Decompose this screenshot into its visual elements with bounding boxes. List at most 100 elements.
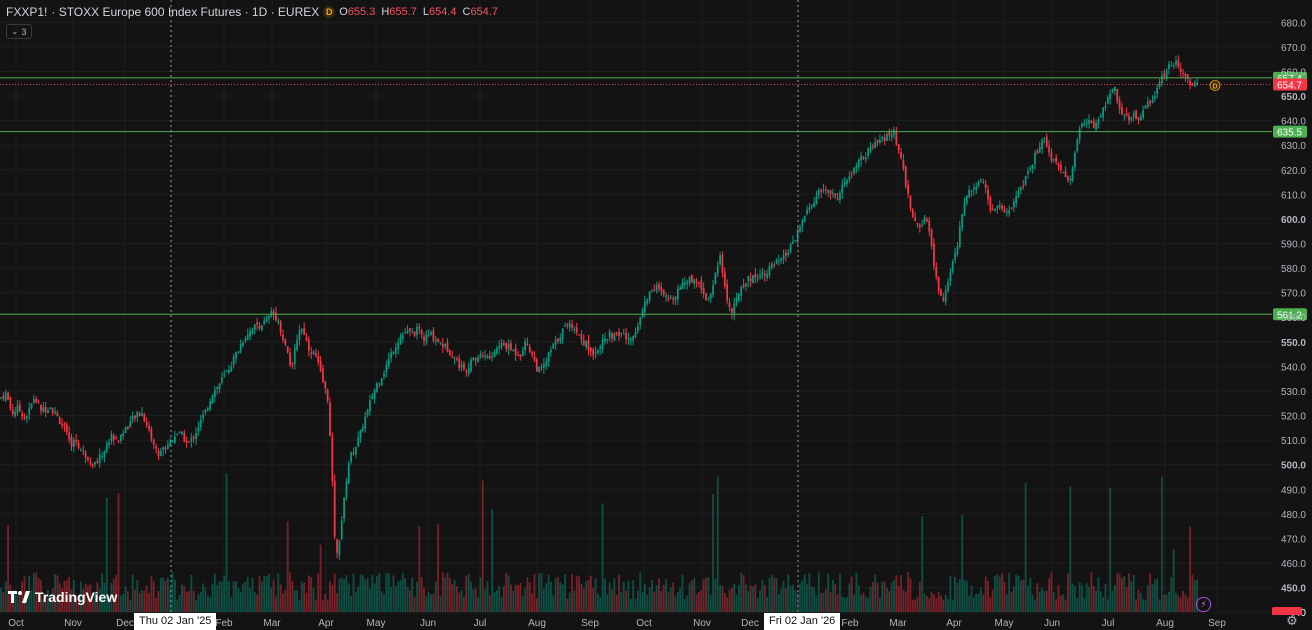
- candle-body: [611, 333, 613, 339]
- volume-bar: [221, 581, 223, 612]
- candle-body: [817, 190, 820, 196]
- candle-body: [338, 540, 341, 556]
- volume-bar: [815, 595, 818, 612]
- candle-body: [47, 410, 49, 413]
- candle-body: [770, 263, 773, 268]
- candle-body: [803, 215, 806, 222]
- candle-body: [9, 397, 12, 409]
- volume-bar: [911, 599, 914, 612]
- candle-body: [568, 322, 571, 328]
- volume-bar: [141, 590, 143, 612]
- candle-body: [310, 352, 313, 354]
- volume-bar: [585, 581, 588, 612]
- volume-bar: [495, 590, 498, 612]
- volume-bar: [98, 588, 101, 612]
- candle-body: [7, 392, 9, 400]
- candle-body: [782, 254, 785, 260]
- volume-bar: [289, 572, 291, 612]
- candle-body: [110, 433, 113, 442]
- candle-body: [190, 437, 193, 442]
- lightning-icon[interactable]: ⚡: [1196, 597, 1211, 612]
- volume-bar: [864, 596, 867, 612]
- ohlc-high: 655.7: [389, 6, 417, 18]
- volume-bar: [646, 594, 649, 612]
- candle-body: [1083, 123, 1086, 126]
- symbol-name[interactable]: FXXP1!: [6, 5, 48, 19]
- volume-bar: [477, 596, 479, 612]
- price-tick-label: 470.0: [1281, 534, 1306, 545]
- candle-body: [1052, 159, 1055, 161]
- volume-bar: [347, 583, 350, 612]
- price-tick-label: 510.0: [1281, 436, 1306, 447]
- volume-bar: [937, 592, 940, 612]
- volume-bar: [846, 596, 848, 612]
- candle-body: [131, 416, 134, 420]
- volume-bar: [665, 579, 667, 612]
- candle-body: [566, 323, 569, 326]
- volume-bar: [928, 598, 931, 612]
- volume-bar: [510, 584, 512, 612]
- volume-bar: [1071, 583, 1074, 612]
- candle-body: [260, 325, 263, 331]
- volume-bar: [1036, 583, 1039, 612]
- price-tick-label: 480.0: [1281, 510, 1306, 521]
- candle-body: [564, 325, 566, 327]
- volume-bar: [420, 577, 423, 612]
- candle-body: [16, 405, 19, 414]
- volume-bar: [174, 579, 176, 612]
- candle-body: [448, 350, 451, 356]
- volume-bar: [30, 589, 33, 612]
- volume-bar: [1182, 591, 1184, 612]
- tradingview-logo[interactable]: TradingView: [8, 589, 117, 605]
- volume-bar: [404, 578, 407, 612]
- volume-bar: [1149, 573, 1152, 612]
- indicators-toggle[interactable]: ⌄ 3: [6, 24, 32, 39]
- candle-body: [253, 324, 256, 330]
- volume-bar: [366, 577, 369, 612]
- volume-bar: [538, 573, 541, 612]
- volume-bar: [573, 590, 576, 612]
- candle-body: [171, 441, 174, 443]
- volume-bar: [1189, 526, 1191, 612]
- level-price-label: 635.5: [1277, 128, 1302, 139]
- volume-bar: [883, 581, 886, 612]
- time-tick-label: Feb: [215, 618, 233, 629]
- level-price-tag: [1273, 308, 1307, 321]
- candle-body: [221, 377, 223, 383]
- price-tick-label: 630.0: [1281, 141, 1306, 152]
- volume-bar: [1128, 573, 1130, 612]
- volume-bar: [641, 592, 644, 612]
- dividend-badge-icon[interactable]: D: [323, 6, 336, 18]
- candle-body: [44, 406, 47, 412]
- candle-body: [545, 361, 548, 367]
- candle-body: [1149, 100, 1152, 104]
- candle-body: [152, 439, 155, 445]
- candle-body: [108, 442, 110, 446]
- candle-body: [223, 373, 226, 376]
- volume-bar: [742, 575, 745, 612]
- volume-bar: [850, 576, 853, 612]
- candle-body: [1059, 165, 1062, 171]
- candle-body: [481, 354, 484, 356]
- candle-body: [629, 338, 632, 341]
- candle-body: [319, 360, 322, 371]
- volume-bar: [204, 587, 207, 612]
- indicator-count: 3: [21, 26, 27, 37]
- candle-body: [1078, 128, 1081, 140]
- candle-body: [272, 311, 275, 315]
- volume-bar: [1069, 486, 1072, 612]
- candle-body: [432, 330, 435, 341]
- candle-body: [521, 350, 524, 357]
- candle-body: [538, 366, 541, 373]
- candle-body: [1151, 100, 1154, 103]
- volume-bar: [399, 580, 402, 612]
- candle-body: [61, 423, 63, 426]
- candle-body: [129, 421, 132, 427]
- volume-bar: [756, 598, 759, 612]
- candle-body: [1189, 80, 1191, 85]
- volume-bar: [615, 594, 618, 612]
- volume-bar: [1142, 599, 1144, 612]
- candle-body: [763, 273, 766, 276]
- gear-icon[interactable]: ⚙: [1286, 613, 1298, 628]
